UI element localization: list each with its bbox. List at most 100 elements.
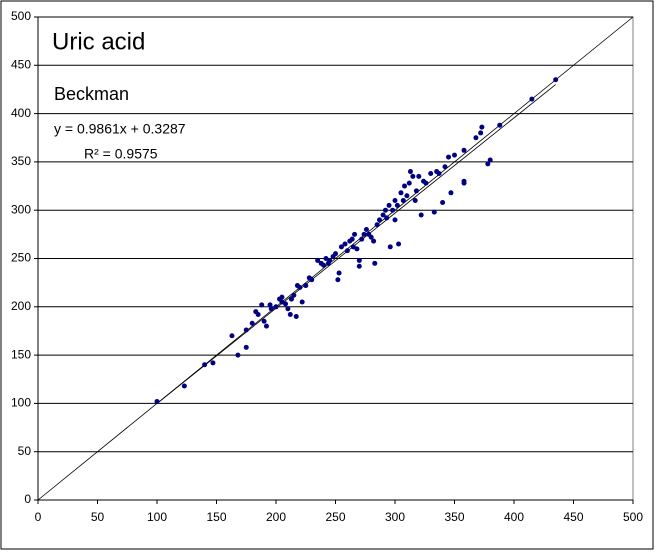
y-tick-label: 400 — [11, 106, 31, 120]
x-tick-label: 0 — [35, 510, 42, 524]
point — [452, 152, 457, 158]
point — [387, 244, 393, 250]
point — [356, 257, 362, 263]
point — [418, 212, 424, 218]
point — [354, 246, 360, 252]
point — [479, 124, 485, 130]
point — [293, 313, 299, 319]
point — [344, 248, 350, 254]
point — [400, 198, 406, 204]
point — [416, 173, 422, 179]
point — [283, 301, 289, 307]
point — [181, 383, 187, 389]
point — [412, 198, 418, 204]
point — [413, 188, 419, 194]
point — [327, 257, 333, 263]
point — [371, 238, 377, 244]
x-tick-label: 400 — [504, 510, 524, 524]
point — [259, 302, 265, 308]
point — [363, 227, 369, 233]
point — [402, 183, 408, 189]
point — [384, 215, 390, 221]
point — [442, 164, 448, 170]
x-tick-label: 350 — [444, 510, 464, 524]
point — [382, 207, 388, 213]
point — [410, 173, 416, 179]
point — [487, 157, 493, 163]
point — [342, 241, 348, 247]
point — [361, 231, 367, 237]
point — [473, 135, 479, 141]
r-squared: R² = 0.9575 — [84, 146, 158, 162]
y-tick-label: 500 — [11, 9, 31, 23]
point — [154, 398, 160, 404]
point — [461, 178, 467, 184]
point — [267, 302, 273, 308]
point — [229, 333, 235, 339]
point — [261, 318, 267, 324]
point — [392, 198, 398, 204]
x-tick-label: 150 — [206, 510, 226, 524]
point — [368, 234, 374, 240]
point — [380, 212, 386, 218]
point — [243, 327, 249, 333]
point — [448, 190, 454, 196]
point — [255, 312, 261, 318]
point — [285, 306, 291, 312]
point — [335, 277, 341, 283]
point — [210, 360, 216, 366]
point — [359, 236, 365, 242]
point — [372, 260, 378, 266]
point — [321, 262, 327, 268]
y-tick-label: 150 — [11, 347, 31, 361]
point — [394, 202, 400, 208]
point — [299, 299, 305, 305]
point — [529, 96, 535, 102]
point — [446, 154, 452, 160]
x-tick-label: 250 — [325, 510, 345, 524]
point — [406, 180, 412, 186]
point — [497, 122, 503, 128]
point — [485, 161, 491, 167]
point — [249, 320, 255, 326]
point — [303, 283, 309, 289]
point — [349, 236, 355, 242]
point — [392, 217, 398, 223]
point — [243, 344, 249, 350]
point — [377, 217, 383, 223]
identity-line — [37, 16, 634, 501]
equation: y = 0.9861x + 0.3287 — [54, 121, 186, 137]
point — [263, 323, 269, 329]
point — [202, 362, 208, 368]
point — [396, 241, 402, 247]
chart-subtitle: Beckman — [54, 84, 129, 104]
point — [315, 257, 321, 263]
point — [374, 222, 380, 228]
point — [478, 130, 484, 136]
x-tick-label: 100 — [147, 510, 167, 524]
point — [461, 147, 467, 153]
x-tick-label: 500 — [623, 510, 643, 524]
x-tick-label: 200 — [266, 510, 286, 524]
point — [338, 244, 344, 250]
point — [431, 209, 437, 215]
x-tick-label: 300 — [385, 510, 405, 524]
trend-line — [156, 84, 556, 404]
y-tick-label: 100 — [11, 396, 31, 410]
point — [553, 77, 559, 83]
y-tick-label: 50 — [18, 444, 32, 458]
point — [386, 202, 392, 208]
y-tick-label: 450 — [11, 57, 31, 71]
y-tick-label: 0 — [24, 492, 31, 506]
point — [390, 207, 396, 213]
point — [279, 294, 285, 300]
point — [273, 304, 279, 310]
point — [428, 170, 434, 176]
y-tick-label: 250 — [11, 251, 31, 265]
y-tick-label: 350 — [11, 154, 31, 168]
y-tick-label: 200 — [11, 299, 31, 313]
point — [268, 306, 274, 312]
point — [356, 263, 362, 269]
point — [291, 292, 297, 298]
